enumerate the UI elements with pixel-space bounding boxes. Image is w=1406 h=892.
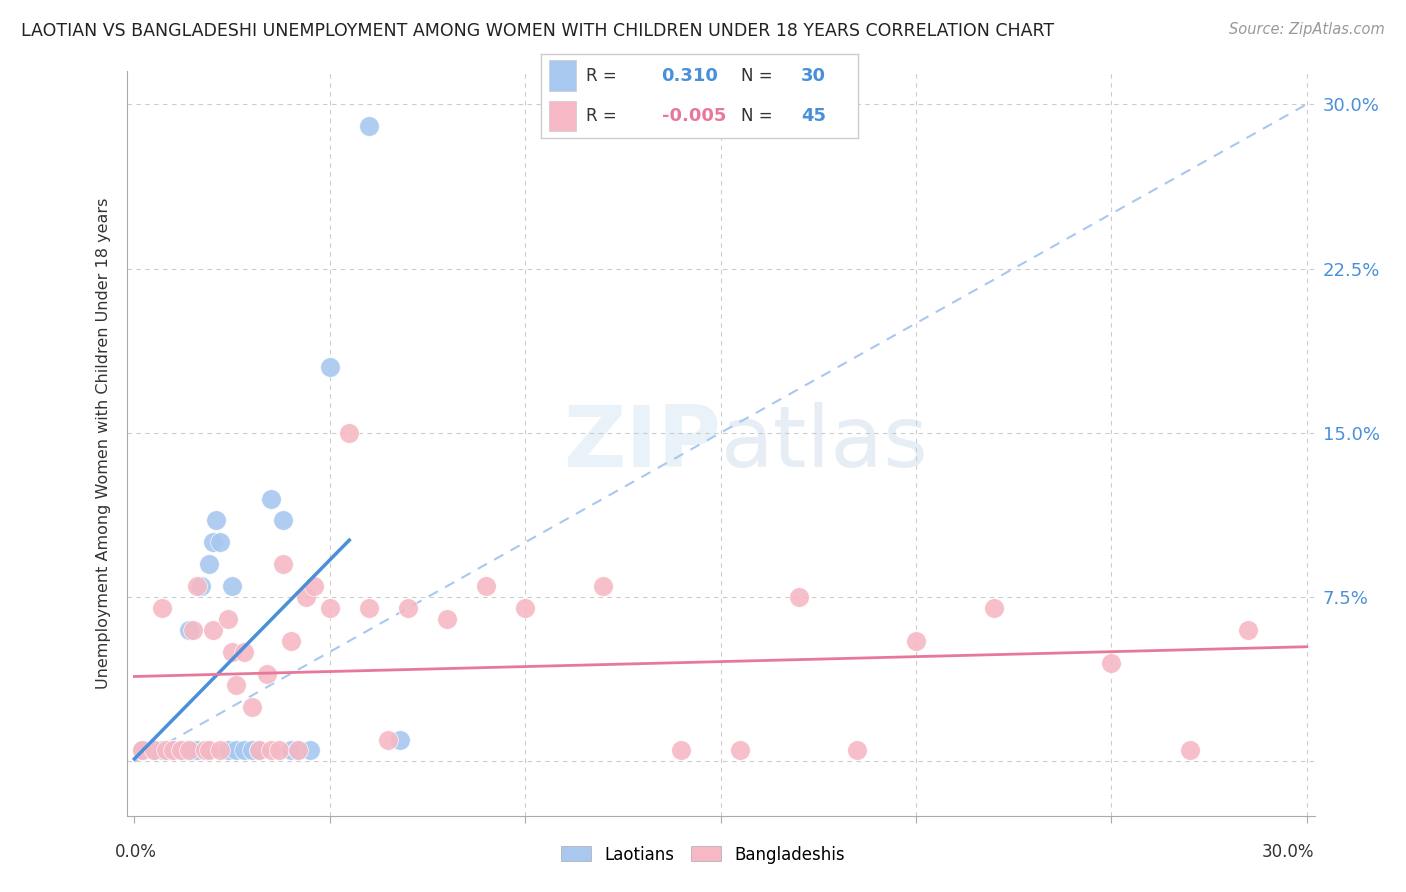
Point: [190, 579, 212, 593]
Text: Source: ZipAtlas.com: Source: ZipAtlas.com: [1229, 22, 1385, 37]
Point: [201, 623, 224, 637]
Point: [357, 601, 380, 615]
Point: [357, 119, 380, 133]
Point: [389, 732, 412, 747]
Point: [225, 678, 247, 692]
Point: [150, 601, 173, 615]
Point: [162, 743, 184, 757]
Point: [299, 743, 322, 757]
Point: [209, 743, 232, 757]
Point: [671, 743, 693, 757]
Point: [221, 579, 243, 593]
Point: [396, 601, 419, 615]
Point: [302, 579, 325, 593]
Point: [201, 535, 224, 549]
Text: -0.005: -0.005: [662, 107, 725, 125]
Point: [904, 634, 927, 648]
Point: [249, 743, 271, 757]
Point: [287, 743, 309, 757]
Text: R =: R =: [586, 67, 616, 85]
Text: 0.310: 0.310: [662, 67, 718, 85]
Text: N =: N =: [741, 67, 772, 85]
Point: [319, 601, 342, 615]
Point: [280, 743, 302, 757]
Point: [592, 579, 614, 593]
Point: [260, 743, 283, 757]
Text: ZIP: ZIP: [562, 402, 721, 485]
Point: [197, 743, 219, 757]
Point: [209, 535, 232, 549]
Point: [142, 743, 165, 757]
Text: N =: N =: [741, 107, 772, 125]
Bar: [550, 101, 576, 131]
Point: [131, 743, 153, 757]
Point: [170, 743, 193, 757]
Legend: Laotians, Bangladeshis: Laotians, Bangladeshis: [554, 839, 852, 871]
Point: [217, 612, 239, 626]
Point: [232, 743, 254, 757]
Point: [170, 743, 193, 757]
Point: [221, 645, 243, 659]
Point: [271, 513, 294, 527]
Text: 0.0%: 0.0%: [115, 843, 157, 861]
Point: [155, 743, 177, 757]
Point: [240, 699, 263, 714]
Point: [181, 623, 204, 637]
Point: [232, 645, 254, 659]
Point: [295, 590, 318, 604]
Point: [271, 558, 294, 572]
Point: [256, 666, 278, 681]
Point: [436, 612, 458, 626]
Point: [319, 360, 342, 375]
Text: atlas: atlas: [721, 402, 928, 485]
Point: [846, 743, 869, 757]
Point: [194, 743, 217, 757]
Y-axis label: Unemployment Among Women with Children Under 18 years: Unemployment Among Women with Children U…: [96, 198, 111, 690]
Point: [287, 743, 309, 757]
Point: [983, 601, 1005, 615]
Bar: [550, 61, 576, 91]
Point: [1237, 623, 1260, 637]
Point: [159, 743, 181, 757]
Point: [1178, 743, 1201, 757]
Point: [280, 634, 302, 648]
Point: [194, 743, 217, 757]
Point: [177, 743, 200, 757]
Point: [217, 743, 239, 757]
Point: [174, 743, 197, 757]
Point: [205, 513, 228, 527]
Text: 30.0%: 30.0%: [1263, 843, 1315, 861]
Point: [177, 623, 200, 637]
Point: [186, 743, 208, 757]
Point: [337, 425, 360, 440]
Text: R =: R =: [586, 107, 616, 125]
Point: [475, 579, 498, 593]
Point: [515, 601, 537, 615]
Point: [240, 743, 263, 757]
Point: [260, 491, 283, 506]
Point: [142, 743, 165, 757]
Point: [249, 743, 271, 757]
Text: 45: 45: [801, 107, 825, 125]
Point: [181, 743, 204, 757]
Point: [186, 579, 208, 593]
Point: [787, 590, 810, 604]
Point: [377, 732, 399, 747]
Text: LAOTIAN VS BANGLADESHI UNEMPLOYMENT AMONG WOMEN WITH CHILDREN UNDER 18 YEARS COR: LAOTIAN VS BANGLADESHI UNEMPLOYMENT AMON…: [21, 22, 1054, 40]
Point: [728, 743, 751, 757]
Point: [267, 743, 290, 757]
Point: [150, 743, 173, 757]
Text: 30: 30: [801, 67, 825, 85]
Point: [1099, 656, 1122, 670]
Point: [131, 743, 153, 757]
Point: [197, 558, 219, 572]
Point: [162, 743, 184, 757]
Point: [225, 743, 247, 757]
